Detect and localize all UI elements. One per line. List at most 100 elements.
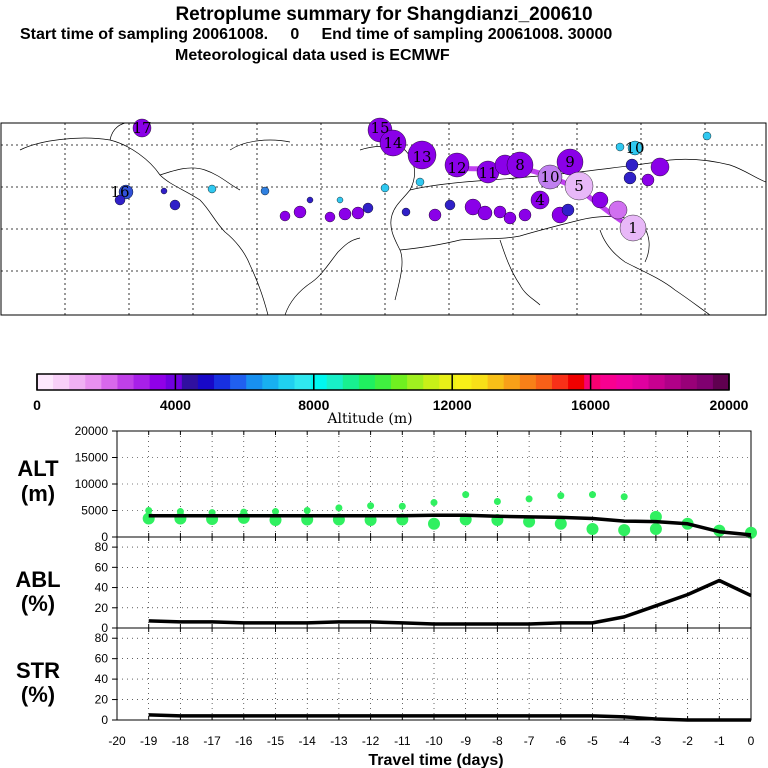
x-tick-label: -4 (619, 734, 630, 748)
colorbar-swatch (230, 374, 247, 390)
plume-point (530, 190, 550, 210)
plume-point (650, 157, 670, 177)
y-tick-label: 40 (95, 581, 109, 595)
colorbar-swatch (584, 374, 601, 390)
x-tick-label: -8 (492, 734, 503, 748)
y-tick-label: 15000 (75, 451, 109, 465)
x-tick-label: -10 (425, 734, 443, 748)
colorbar-swatch (165, 374, 183, 390)
colorbar-swatch (358, 374, 376, 390)
plume-point (380, 183, 390, 193)
x-tick-label: -20 (108, 734, 126, 748)
colorbar-tick-label: 12000 (433, 397, 472, 413)
plume-point (324, 211, 336, 223)
colorbar-swatch (85, 374, 102, 390)
plume-point (428, 208, 442, 222)
y-tick-label: 20 (95, 601, 109, 615)
colorbar-swatch (632, 374, 650, 390)
colorbar-swatch (149, 374, 167, 390)
chart-title: Retroplume summary for Shangdianzi_20061… (175, 4, 593, 25)
colorbar-label: Altitude (m) (326, 411, 412, 427)
plume-point (556, 148, 584, 176)
x-tick-label: 0 (748, 734, 755, 748)
y-tick-label: 20 (95, 693, 109, 707)
plume-point (561, 203, 575, 217)
plume-point (518, 208, 532, 222)
colorbar-swatch (326, 374, 344, 390)
colorbar-swatch (535, 374, 553, 390)
colorbar-swatch (294, 374, 312, 390)
alt-point (618, 524, 631, 537)
x-tick-label: -12 (362, 734, 380, 748)
colorbar-swatch (197, 374, 215, 390)
colorbar-ticks: 0 4000 8000 12000 16000 20000 (33, 374, 749, 413)
plume-point (293, 205, 307, 219)
x-tick-label: -18 (172, 734, 190, 748)
colorbar-swatch (69, 374, 86, 390)
series-line (148, 713, 751, 722)
alt-point (145, 507, 153, 514)
x-tick-label: -14 (299, 734, 317, 748)
alt-point (649, 523, 662, 536)
plume-point (641, 173, 655, 187)
plume-label: 10 (540, 168, 559, 186)
colorbar-swatch (37, 374, 54, 390)
colorbar-swatch (278, 374, 296, 390)
colorbar-tick-label: 16000 (571, 397, 610, 413)
colorbar-swatch (519, 374, 537, 390)
alt-point (303, 507, 311, 514)
plume-point (351, 206, 365, 220)
plume-point (444, 199, 456, 211)
x-tick-label: -2 (682, 734, 693, 748)
colorbar-swatch (664, 374, 682, 390)
alt-point (398, 502, 406, 510)
plume-point (619, 214, 647, 242)
plume-label: 16 (110, 183, 129, 201)
y-tick-label: 0 (101, 530, 108, 544)
plume-point (591, 191, 609, 209)
colorbar-swatch (455, 374, 473, 390)
alt-point (557, 492, 565, 500)
plume-point (362, 202, 374, 214)
alt-point (240, 508, 248, 516)
colorbar-swatch (181, 374, 199, 390)
alt-point (367, 502, 375, 510)
plume-points (114, 117, 712, 242)
plume-point (407, 140, 437, 170)
colorbar-swatch (262, 374, 279, 390)
colorbar-swatch (487, 374, 505, 390)
alt-point (620, 493, 628, 501)
plume-point (444, 152, 470, 178)
plume-point (537, 164, 563, 190)
colorbar-swatch (407, 374, 424, 390)
colorbar-swatch (568, 374, 585, 390)
plume-label: 10 (625, 139, 644, 157)
colorbar-tick-label: 8000 (298, 397, 329, 413)
colorbar-swatch (133, 374, 151, 390)
plume-point (464, 198, 482, 216)
plume-point (615, 142, 625, 152)
plume-label: 14 (383, 134, 402, 152)
colorbar-swatch (391, 374, 408, 390)
colorbar-swatches (37, 374, 730, 390)
plume-point (132, 118, 152, 138)
met-data-line: Meteorological data used is ECMWF (175, 47, 450, 64)
x-tick-label: -17 (203, 734, 221, 748)
colorbar-swatch (214, 374, 231, 390)
colorbar-swatch (503, 374, 521, 390)
alt-point (176, 508, 184, 516)
colorbar-swatch (551, 374, 569, 390)
plume-point (114, 194, 126, 206)
plume-label: 9 (565, 153, 575, 171)
colorbar-swatch (616, 374, 634, 390)
plume-label: 13 (412, 148, 431, 166)
colorbar-swatch (101, 374, 119, 390)
colorbar-swatch (117, 374, 135, 390)
plume-label: 17 (132, 119, 151, 137)
y-tick-label: 60 (95, 560, 109, 574)
colorbar-swatch (53, 374, 70, 390)
colorbar-swatch (712, 374, 730, 390)
colorbar-swatch (471, 374, 489, 390)
